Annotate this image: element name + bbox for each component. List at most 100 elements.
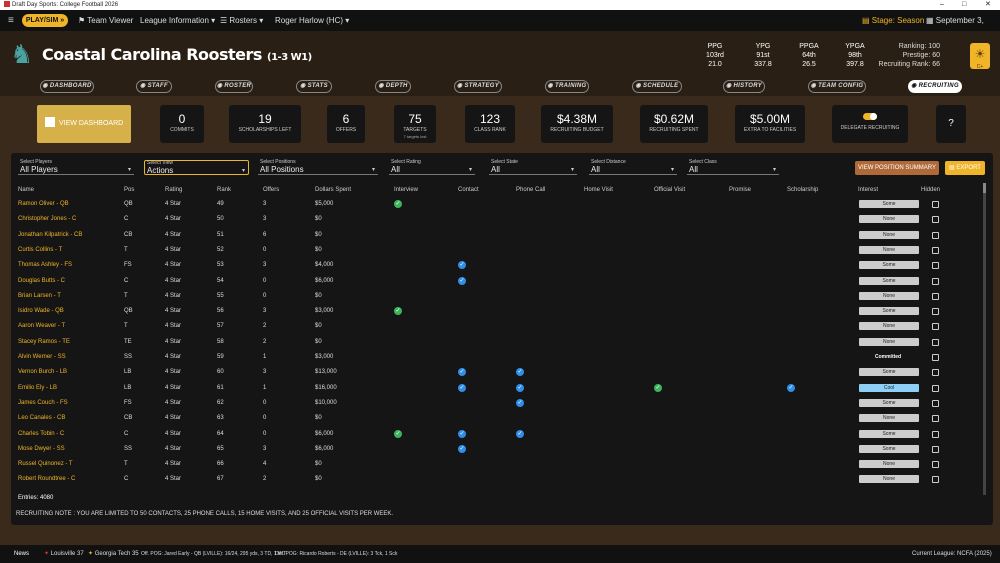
col-dollars[interactable]: Dollars Spent <box>315 187 352 193</box>
hidden-checkbox[interactable] <box>932 262 939 270</box>
player-name-link[interactable]: Brian Larsen - T <box>18 292 61 299</box>
table-row[interactable]: Alvin Werner - SS SS 4 Star 59 1 $3,000 Commit… <box>11 350 983 365</box>
news-label[interactable]: News <box>14 551 30 557</box>
hidden-checkbox[interactable] <box>932 308 939 316</box>
player-name-link[interactable]: Alvin Werner - SS <box>18 354 66 360</box>
select-class[interactable]: Select Class All ▾ <box>687 159 779 175</box>
table-row[interactable]: Curtis Collins - T T 4 Star 52 0 $0 None <box>11 243 983 258</box>
player-name-link[interactable]: Vernon Burch - LB <box>18 369 68 376</box>
toggle-switch[interactable] <box>863 113 877 120</box>
table-row[interactable]: Emilio Ely - LB LB 4 Star 61 1 $16,000 ✓ ✓ ✓ ✓ Coo… <box>11 381 983 396</box>
check-icon[interactable]: ✓ <box>516 429 524 438</box>
player-name-link[interactable]: Robert Roundtree - C <box>18 476 76 483</box>
tab-schedule[interactable]: ◉ SCHEDULE <box>632 80 682 93</box>
table-row[interactable]: Russel Quinonez - T T 4 Star 66 4 $0 None <box>11 457 983 472</box>
table-row[interactable]: Jonathan Kilpatrick - CB CB 4 Star 51 6 $0 Non… <box>11 228 983 243</box>
coach-menu[interactable]: Roger Harlow (HC) ▾ <box>275 16 350 25</box>
check-icon[interactable]: ✓ <box>458 429 466 438</box>
check-icon[interactable]: ✓ <box>516 383 524 392</box>
league-info-menu[interactable]: League Information ▾ <box>140 16 216 25</box>
col-promise[interactable]: Promise <box>729 187 752 193</box>
table-row[interactable]: Stacey Ramos - TE TE 4 Star 58 2 $0 None <box>11 335 983 350</box>
hidden-checkbox[interactable] <box>932 231 939 239</box>
col-rank[interactable]: Rank <box>217 187 232 193</box>
minimize-icon[interactable]: – <box>940 1 944 8</box>
tab-history[interactable]: ◉ HISTORY <box>723 80 765 93</box>
tab-strategy[interactable]: ◉ STRATEGY <box>454 80 502 93</box>
hidden-checkbox[interactable] <box>932 292 939 300</box>
rosters-menu[interactable]: ☰ Rosters ▾ <box>220 16 264 25</box>
table-row[interactable]: James Couch - FS FS 4 Star 62 0 $10,000 ✓ Some <box>11 396 983 411</box>
table-row[interactable]: Ramon Oliver - QB QB 4 Star 49 3 $5,000 ✓ Some <box>11 197 983 212</box>
select-view[interactable]: Select View Actions ▾ <box>144 160 249 175</box>
player-name-link[interactable]: James Couch - FS <box>18 399 68 406</box>
col-offers[interactable]: Offers <box>263 187 280 193</box>
player-name-link[interactable]: Charles Tobin - C <box>18 430 65 437</box>
select-rating[interactable]: Select Rating All ▾ <box>389 159 475 175</box>
check-icon[interactable]: ✓ <box>516 398 524 407</box>
table-row[interactable]: Mose Dwyer - SS SS 4 Star 65 3 $6,000 ✓ Some <box>11 442 983 457</box>
player-name-link[interactable]: Douglas Butts - C <box>18 277 66 284</box>
hidden-checkbox[interactable] <box>932 476 939 484</box>
hidden-checkbox[interactable] <box>932 354 939 361</box>
hidden-checkbox[interactable] <box>932 415 939 423</box>
col-official-visit[interactable]: Official Visit <box>654 187 686 193</box>
player-name-link[interactable]: Isidro Wade - QB <box>18 308 64 315</box>
delegate-recruiting-toggle[interactable]: DELEGATE RECRUITING <box>832 105 908 143</box>
check-icon[interactable]: ✓ <box>516 368 524 377</box>
table-row[interactable]: Robert Roundtree - C C 4 Star 67 2 $0 None <box>11 472 983 487</box>
tab-dashboard[interactable]: ◉ DASHBOARD <box>40 80 94 93</box>
check-icon[interactable]: ✓ <box>458 368 466 377</box>
player-name-link[interactable]: Russel Quinonez - T <box>18 461 73 468</box>
select-distance[interactable]: Select Distance All ▾ <box>589 159 677 175</box>
menu-icon[interactable]: ≡ <box>8 15 14 26</box>
table-row[interactable]: Leo Canales - CB CB 4 Star 63 0 $0 None <box>11 411 983 426</box>
player-name-link[interactable]: Ramon Oliver - QB <box>18 201 69 207</box>
view-dashboard-button[interactable]: VIEW DASHBOARD <box>37 105 131 143</box>
help-button[interactable]: ? <box>936 105 966 143</box>
table-row[interactable]: Vernon Burch - LB LB 4 Star 60 3 $13,000 ✓ ✓ Som… <box>11 365 983 380</box>
hidden-checkbox[interactable] <box>932 384 939 392</box>
check-icon[interactable]: ✓ <box>394 200 402 208</box>
tab-roster[interactable]: ◉ ROSTER <box>215 80 253 93</box>
player-name-link[interactable]: Emilio Ely - LB <box>18 384 58 391</box>
close-icon[interactable]: ✕ <box>985 1 991 8</box>
player-name-link[interactable]: Christopher Jones - C <box>18 216 77 223</box>
col-interest[interactable]: Interest <box>858 187 879 193</box>
col-interview[interactable]: Interview <box>394 187 419 193</box>
hidden-checkbox[interactable] <box>932 277 939 285</box>
col-hidden[interactable]: Hidden <box>921 187 941 193</box>
play-sim-button[interactable]: PLAY/SIM » <box>22 14 68 27</box>
team-viewer-link[interactable]: ⚑ Team Viewer <box>78 16 134 25</box>
col-home-visit[interactable]: Home Visit <box>584 187 613 193</box>
table-row[interactable]: Douglas Butts - C C 4 Star 54 0 $6,000 ✓ Some <box>11 274 983 289</box>
hidden-checkbox[interactable] <box>932 338 939 346</box>
select-state[interactable]: Select State All ▾ <box>489 159 577 175</box>
check-icon[interactable]: ✓ <box>458 383 466 392</box>
check-icon[interactable]: ✓ <box>394 307 402 316</box>
check-icon[interactable]: ✓ <box>654 383 662 392</box>
tab-team-config[interactable]: ◉ TEAM CONFIG <box>808 80 866 93</box>
tab-stats[interactable]: ◉ STATS <box>296 80 332 93</box>
table-row[interactable]: Thomas Ashley - FS FS 4 Star 53 3 $4,000 ✓ Some <box>11 258 983 273</box>
player-name-link[interactable]: Thomas Ashley - FS <box>18 262 73 269</box>
col-pos[interactable]: Pos <box>124 187 135 193</box>
player-name-link[interactable]: Stacey Ramos - TE <box>18 338 70 345</box>
select-positions[interactable]: Select Positions All Positions ▾ <box>258 159 378 175</box>
table-row[interactable]: Charles Tobin - C C 4 Star 64 0 $6,000 ✓ ✓ ✓ Some <box>11 427 983 442</box>
col-rating[interactable]: Rating <box>165 187 183 193</box>
col-contact[interactable]: Contact <box>458 187 479 193</box>
player-name-link[interactable]: Curtis Collins - T <box>18 246 63 253</box>
check-icon[interactable]: ✓ <box>787 383 795 392</box>
check-icon[interactable]: ✓ <box>458 261 466 270</box>
col-name[interactable]: Name <box>18 187 35 193</box>
export-button[interactable]: ▤ EXPORT <box>945 161 985 175</box>
player-name-link[interactable]: Leo Canales - CB <box>18 415 66 422</box>
col-phone-call[interactable]: Phone Call <box>516 187 546 193</box>
hidden-checkbox[interactable] <box>932 369 939 377</box>
hidden-checkbox[interactable] <box>932 461 939 469</box>
hidden-checkbox[interactable] <box>932 246 939 254</box>
check-icon[interactable]: ✓ <box>458 444 466 453</box>
view-position-summary-button[interactable]: VIEW POSITION SUMMARY <box>855 161 939 175</box>
hidden-checkbox[interactable] <box>932 399 939 407</box>
